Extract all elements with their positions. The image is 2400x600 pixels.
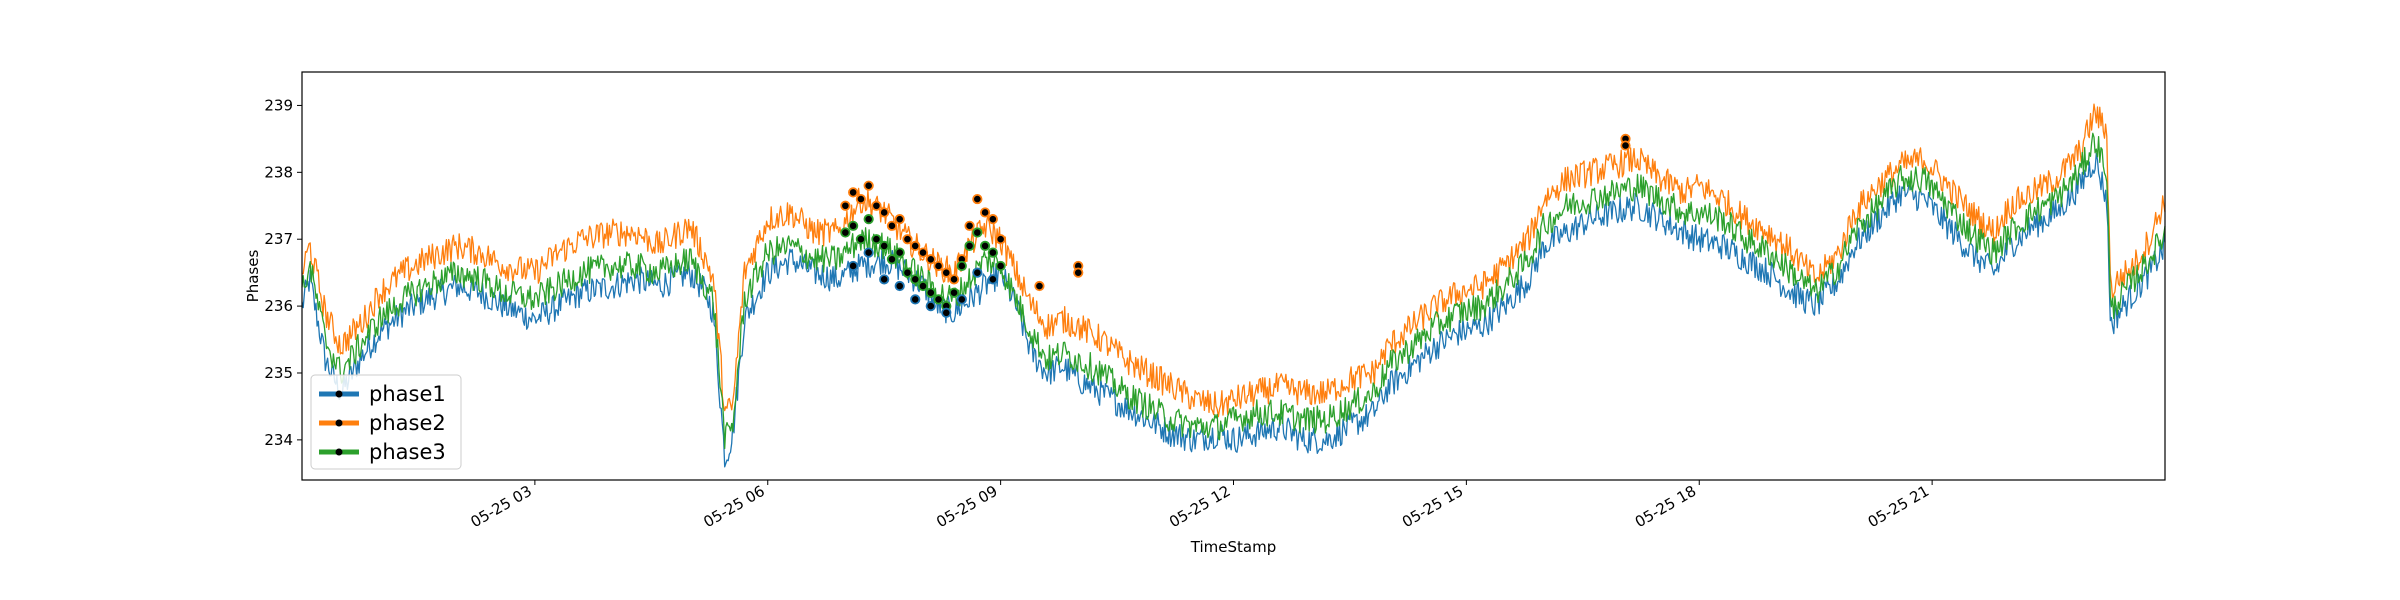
legend-label-phase3: phase3 <box>369 440 446 464</box>
anomaly-point-phase3 <box>910 274 921 285</box>
anomaly-point-phase2 <box>871 200 882 211</box>
legend-label-phase1: phase1 <box>369 382 446 406</box>
anomaly-point-phase1 <box>925 300 936 312</box>
anomaly-point-phase1 <box>956 294 967 305</box>
y-tick-label: 238 <box>264 163 293 181</box>
anomaly-point-phase1 <box>972 267 983 278</box>
y-tick-label: 236 <box>264 297 293 315</box>
anomaly-point-phase2 <box>1034 280 1045 292</box>
series-line-phase1 <box>301 152 2166 468</box>
y-tick-label: 239 <box>264 96 293 114</box>
anomaly-point-phase2 <box>855 193 867 205</box>
anomaly-point-phase3 <box>840 227 851 238</box>
y-tick-label: 235 <box>264 364 293 382</box>
anomaly-point-phase1 <box>894 280 905 292</box>
anomaly-point-phase3 <box>972 227 983 238</box>
anomaly-point-phase1 <box>863 247 874 258</box>
anomaly-point-phase1 <box>910 294 921 305</box>
anomaly-point-phase3 <box>925 287 936 298</box>
anomaly-point-phase3 <box>995 260 1006 272</box>
anomaly-point-phase2 <box>840 200 851 211</box>
legend-marker-phase2 <box>335 419 343 427</box>
legend: phase1 phase2 phase3 <box>310 374 462 470</box>
anomaly-point-phase2 <box>917 247 929 258</box>
y-axis-label: Phases <box>244 250 262 303</box>
anomaly-point-phase2 <box>995 234 1006 245</box>
anomaly-point-phase2 <box>863 180 874 191</box>
anomaly-point-phase2 <box>879 207 890 218</box>
anomaly-point-phase3 <box>902 267 913 278</box>
anomaly-point-phase2 <box>1620 140 1631 151</box>
anomaly-point-phase1 <box>879 274 890 285</box>
anomaly-point-phase2 <box>894 214 905 225</box>
y-tick-label: 237 <box>264 230 293 248</box>
series-line-phase3 <box>301 132 2166 450</box>
anomaly-point-phase2 <box>902 234 913 245</box>
anomaly-point-phase2 <box>1073 267 1084 278</box>
anomaly-point-phase2 <box>972 193 983 205</box>
anomaly-point-phase3 <box>933 294 944 305</box>
anomaly-point-phase1 <box>987 274 998 285</box>
legend-box <box>310 374 462 470</box>
anomaly-point-phase2 <box>925 254 936 265</box>
anomaly-marker-layer <box>840 133 1631 318</box>
y-tick-label: 234 <box>264 431 293 449</box>
anomaly-point-phase3 <box>956 260 967 272</box>
series-layer <box>301 103 2166 468</box>
y-axis: 234 235 236 237 238 239 <box>264 96 302 449</box>
anomaly-point-phase2 <box>941 267 952 278</box>
series-line-phase2 <box>301 103 2166 418</box>
anomaly-point-phase2 <box>933 260 944 272</box>
anomaly-point-phase3 <box>917 280 929 292</box>
anomaly-point-phase2 <box>948 274 960 285</box>
anomaly-point-phase2 <box>848 187 859 198</box>
legend-marker-phase3 <box>335 448 343 456</box>
anomaly-point-phase3 <box>855 234 867 245</box>
anomaly-point-phase3 <box>964 240 975 252</box>
anomaly-point-phase3 <box>848 220 859 231</box>
anomaly-point-phase2 <box>987 214 998 225</box>
x-axis-label: TimeStamp <box>1190 538 1276 556</box>
anomaly-point-phase3 <box>948 287 960 298</box>
anomaly-point-phase1 <box>848 260 859 272</box>
anomaly-point-phase3 <box>886 254 898 265</box>
anomaly-point-phase2 <box>910 240 921 252</box>
legend-marker-phase1 <box>335 390 343 398</box>
anomaly-point-phase3 <box>987 247 998 258</box>
anomaly-point-phase3 <box>863 214 874 225</box>
anomaly-point-phase1 <box>941 307 952 318</box>
anomaly-point-phase3 <box>894 247 905 258</box>
anomaly-point-phase3 <box>979 240 991 252</box>
anomaly-point-phase3 <box>879 240 890 252</box>
legend-label-phase2: phase2 <box>369 411 446 435</box>
anomaly-point-phase2 <box>886 220 898 231</box>
anomaly-point-phase2 <box>979 207 991 218</box>
anomaly-point-phase3 <box>871 234 882 245</box>
anomaly-point-phase2 <box>964 220 975 231</box>
